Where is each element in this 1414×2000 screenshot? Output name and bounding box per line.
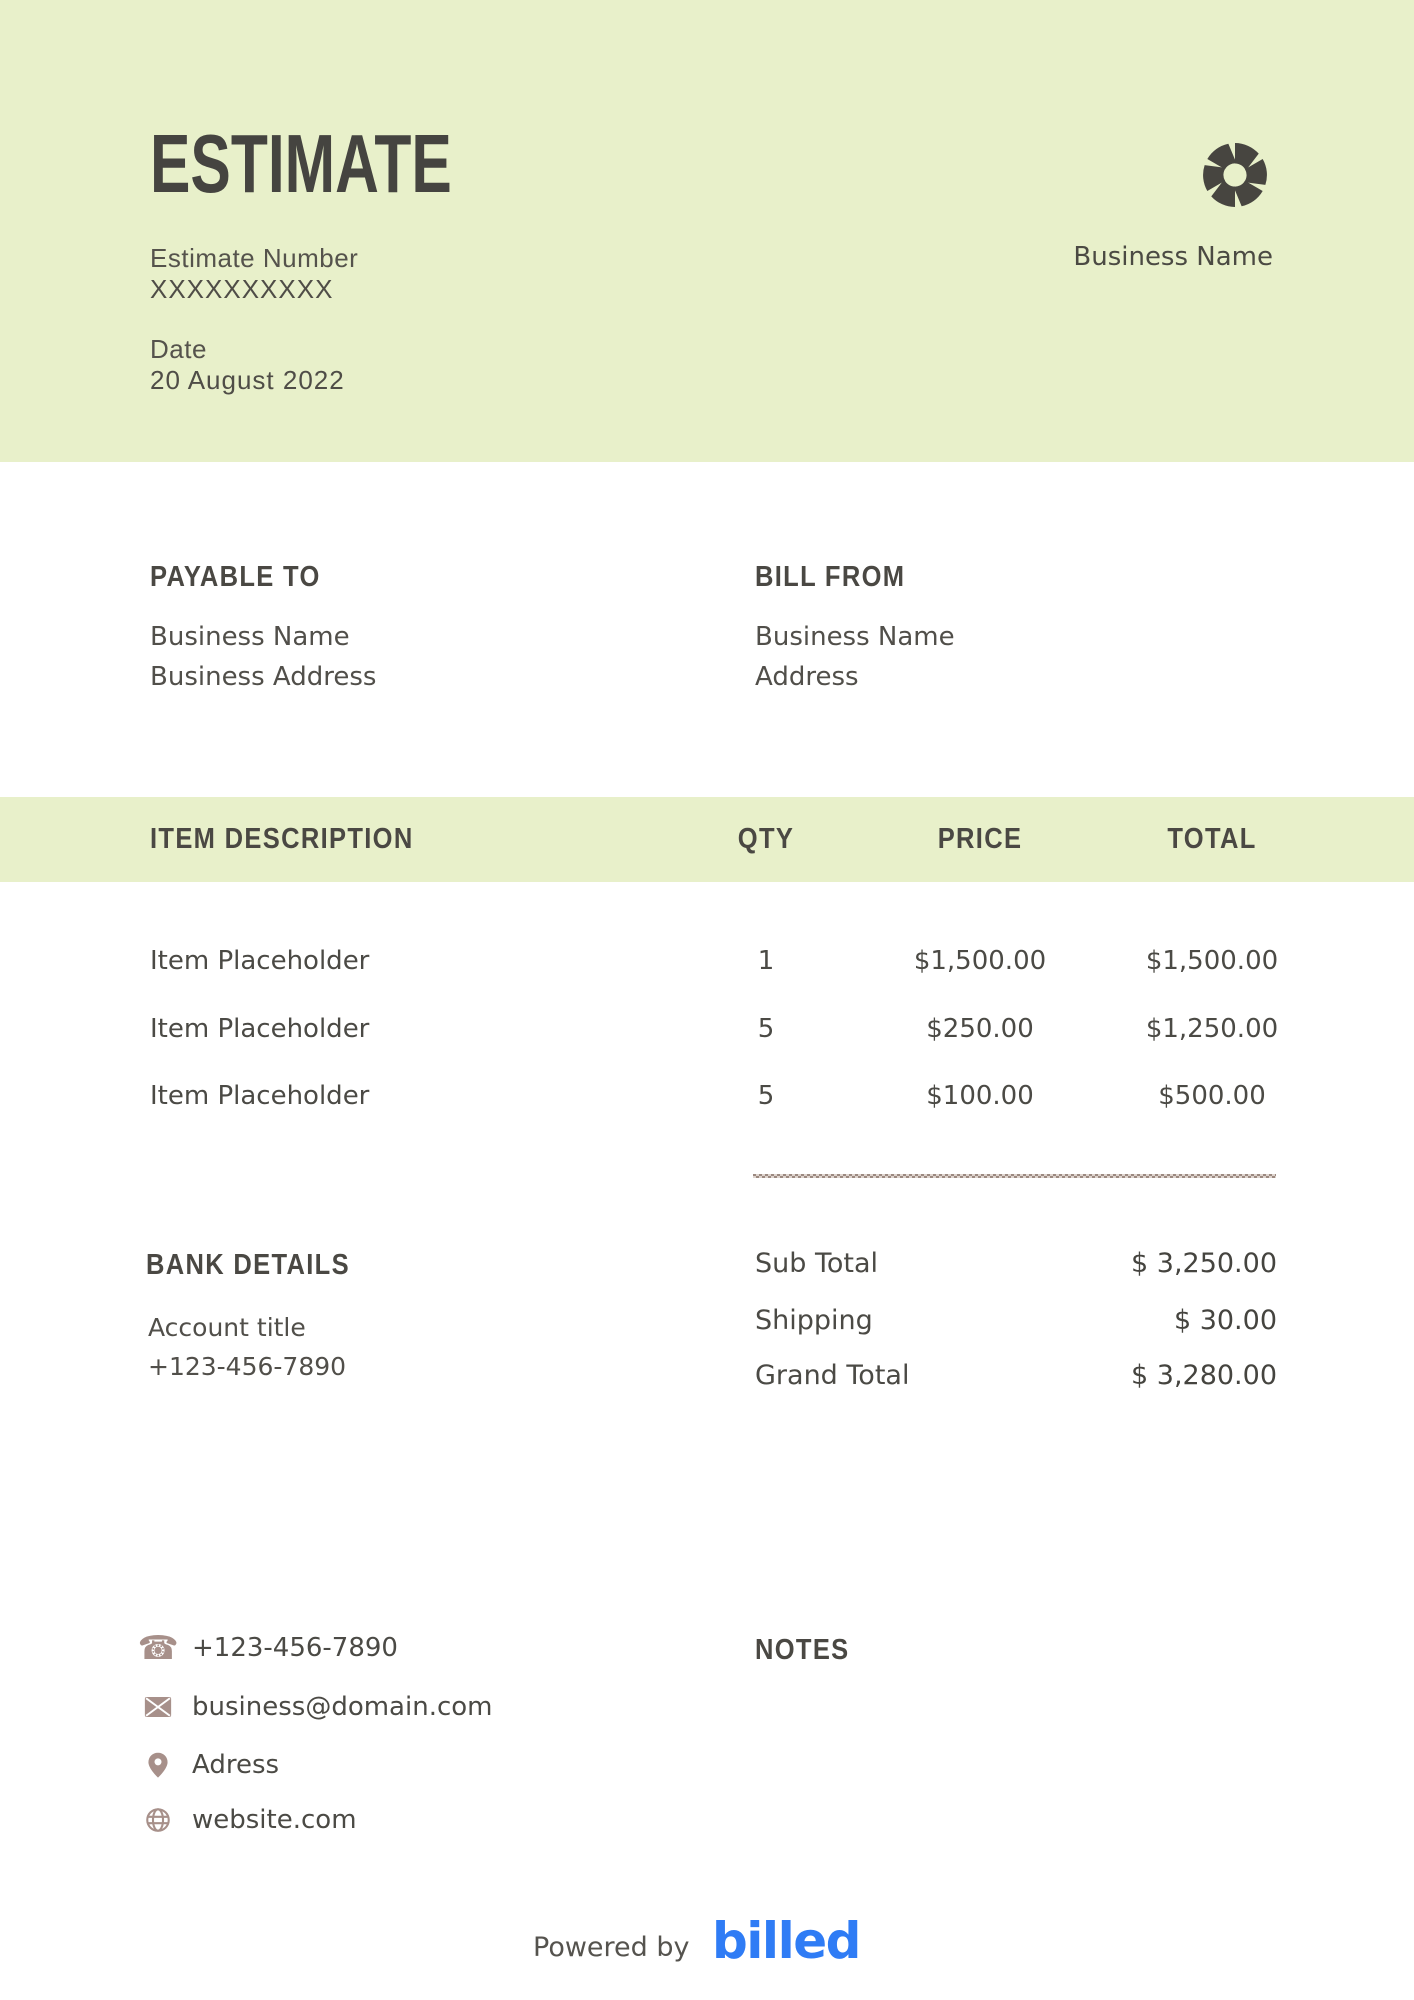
contact-website-text: website.com [192, 1805, 357, 1835]
contact-phone-text: +123-456-7890 [192, 1633, 398, 1663]
table-row: Item Placeholder 5 $100.00 $500.00 [0, 1081, 1414, 1115]
bill-from-name: Business Name [755, 622, 955, 652]
shipping-row: Shipping $ 30.00 [755, 1304, 1277, 1336]
col-header-price: PRICE [937, 823, 1023, 855]
estimate-number-label: Estimate Number [150, 243, 359, 273]
website-icon [140, 1802, 176, 1838]
col-header-qty: QTY [737, 823, 795, 855]
col-header-description: ITEM DESCRIPTION [150, 823, 414, 855]
powered-by-text: Powered by [533, 1932, 690, 1963]
grand-total-value: $ 3,280.00 [1131, 1359, 1277, 1391]
location-icon [140, 1747, 176, 1783]
aperture-shutter-icon [1201, 141, 1269, 209]
shipping-label: Shipping [755, 1304, 873, 1336]
subtotal-label: Sub Total [755, 1247, 879, 1279]
totals-divider [753, 1174, 1276, 1178]
item-price: $1,500.00 [913, 946, 1047, 976]
page-title: ESTIMATE [150, 117, 452, 210]
contact-email-text: business@domain.com [192, 1692, 493, 1722]
bank-details-heading: BANK DETAILS [146, 1249, 350, 1281]
contact-website-row: website.com [140, 1800, 357, 1840]
shipping-value: $ 30.00 [1173, 1304, 1277, 1336]
header-banner: ESTIMATE Estimate Number XXXXXXXXXX Date… [0, 0, 1414, 462]
table-header-band: ITEM DESCRIPTION QTY PRICE TOTAL [0, 797, 1414, 882]
bill-from-heading: BILL FROM [755, 561, 906, 593]
date-value: 20 August 2022 [150, 365, 345, 395]
col-header-total: TOTAL [1167, 823, 1257, 855]
grand-total-label: Grand Total [755, 1359, 910, 1391]
item-total: $1,250.00 [1145, 1014, 1279, 1044]
table-row: Item Placeholder 5 $250.00 $1,250.00 [0, 1014, 1414, 1048]
payable-to-address: Business Address [150, 662, 377, 692]
item-description: Item Placeholder [150, 1081, 370, 1111]
bank-account-title: Account title [148, 1313, 306, 1342]
bank-phone: +123-456-7890 [148, 1352, 347, 1381]
phone-icon: ☎ [137, 1628, 179, 1667]
subtotal-value: $ 3,250.00 [1131, 1247, 1277, 1279]
contact-phone-row: ☎ +123-456-7890 [137, 1628, 398, 1668]
item-total: $500.00 [1158, 1081, 1266, 1111]
table-row: Item Placeholder 1 $1,500.00 $1,500.00 [0, 946, 1414, 980]
date-label: Date [150, 334, 207, 364]
notes-heading: NOTES [755, 1634, 850, 1666]
estimate-number-value: XXXXXXXXXX [150, 274, 334, 304]
item-total: $1,500.00 [1145, 946, 1279, 976]
item-price: $100.00 [926, 1081, 1034, 1111]
subtotal-row: Sub Total $ 3,250.00 [755, 1247, 1277, 1279]
email-icon [140, 1689, 176, 1725]
grand-total-row: Grand Total $ 3,280.00 [755, 1359, 1277, 1391]
item-qty: 5 [757, 1081, 775, 1111]
billed-logo: billed [712, 1912, 861, 1970]
payable-to-heading: PAYABLE TO [150, 561, 321, 593]
business-name-header: Business Name [1073, 242, 1273, 272]
contact-address-row: Adress [140, 1745, 279, 1785]
contact-address-text: Adress [192, 1750, 280, 1780]
item-qty: 5 [757, 1014, 775, 1044]
item-qty: 1 [757, 946, 775, 976]
bill-from-address: Address [755, 662, 859, 692]
contact-email-row: business@domain.com [140, 1687, 493, 1727]
item-description: Item Placeholder [150, 946, 370, 976]
item-description: Item Placeholder [150, 1014, 370, 1044]
payable-to-name: Business Name [150, 622, 350, 652]
item-price: $250.00 [926, 1014, 1034, 1044]
